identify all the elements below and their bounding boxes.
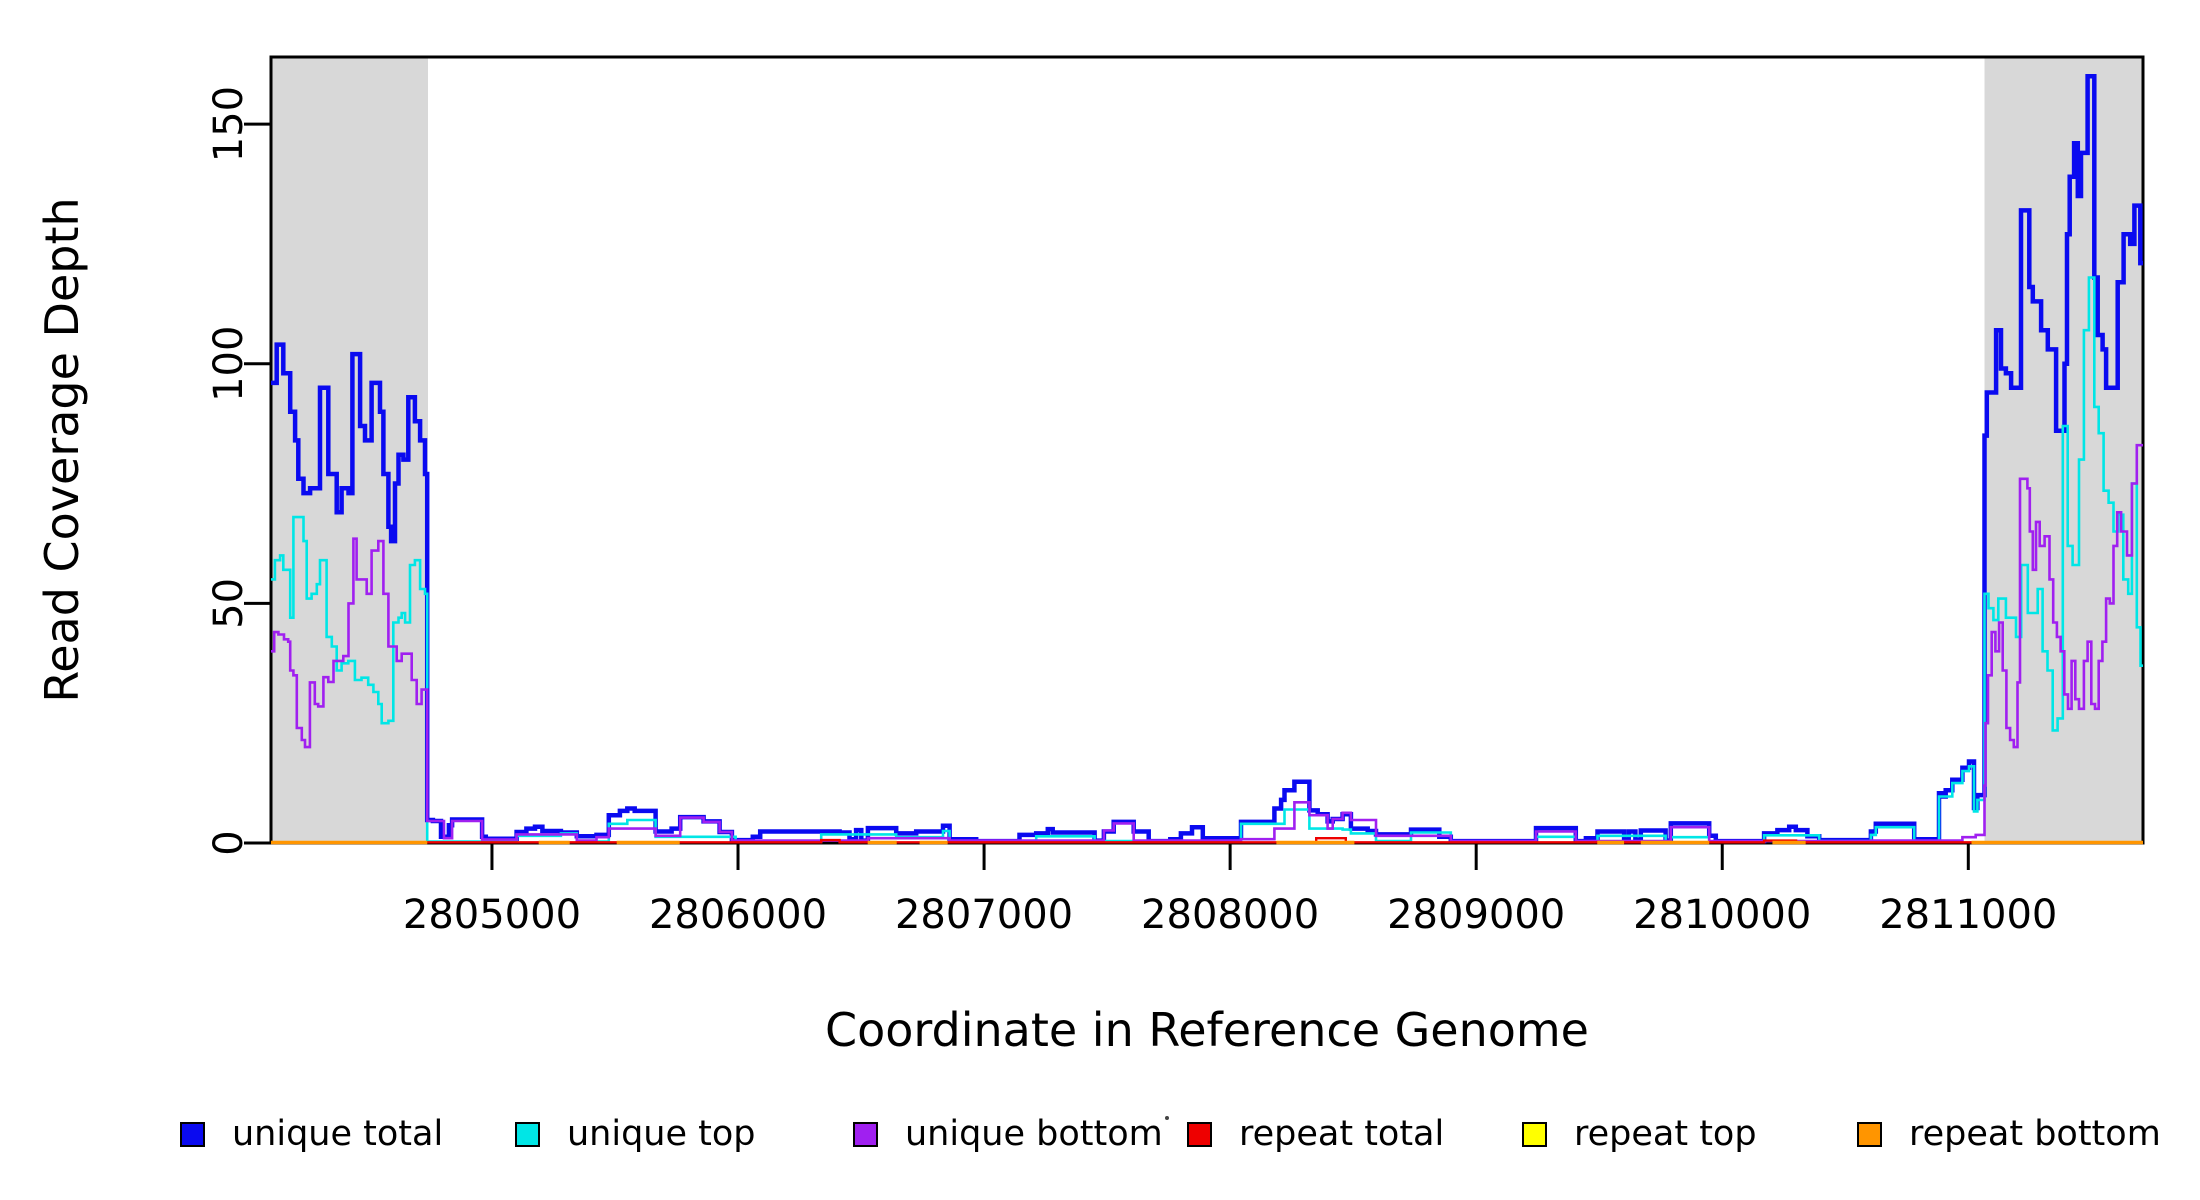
y-axis-title: Read Coverage Depth: [35, 197, 89, 702]
chart-plot-area: 2805000 2806000 2807000 2808000 2809000 28100…: [206, 55, 2145, 938]
y-tick-label: 50: [206, 578, 252, 629]
legend-swatch-repeat-bottom: [1857, 1121, 1882, 1147]
legend-label: repeat top: [1574, 1114, 1757, 1154]
x-tick-label: 2807000: [895, 892, 1073, 938]
series-unique-total: [271, 73, 2143, 844]
x-tick-label: 2809000: [1387, 892, 1565, 938]
legend-label: unique total: [232, 1114, 444, 1154]
legend-item-unique-bottom: unique bottom: [853, 1114, 1163, 1154]
legend-swatch-unique-bottom: [853, 1121, 878, 1147]
legend-swatch-unique-total: [180, 1121, 205, 1147]
legend-item-repeat-total: repeat total: [1187, 1114, 1445, 1154]
repeat-region-shading: [271, 57, 428, 843]
series-repeat-total: [271, 837, 2143, 844]
plot-border: [269, 55, 2145, 845]
legend-label: unique top: [567, 1114, 756, 1154]
y-tick-label: 0: [206, 830, 252, 855]
legend-swatch-repeat-top: [1522, 1121, 1547, 1147]
x-tick-label: 2811000: [1879, 892, 2057, 938]
legend-label: unique bottom: [905, 1114, 1163, 1154]
series-unique-bottom: [271, 443, 2143, 843]
x-tick-label: 2808000: [1141, 892, 1319, 938]
x-tick-label: 2806000: [649, 892, 827, 938]
legend-label: repeat total: [1239, 1114, 1445, 1154]
legend-item-repeat-top: repeat top: [1522, 1114, 1757, 1154]
stray-mark: [1165, 1116, 1169, 1120]
x-axis-title: Coordinate in Reference Genome: [825, 1003, 1589, 1057]
x-tick-label: 2805000: [403, 892, 581, 938]
y-tick-label: 150: [206, 86, 252, 162]
y-tick-label: 100: [206, 326, 252, 402]
legend-swatch-repeat-total: [1187, 1121, 1212, 1147]
series-unique-top: [271, 276, 2143, 843]
legend-item-unique-total: unique total: [180, 1114, 444, 1154]
x-tick-label: 2810000: [1633, 892, 1811, 938]
legend-label: repeat bottom: [1909, 1114, 2161, 1154]
legend-swatch-unique-top: [515, 1121, 540, 1147]
legend-item-unique-top: unique top: [515, 1114, 756, 1154]
legend-item-repeat-bottom: repeat bottom: [1857, 1114, 2161, 1154]
